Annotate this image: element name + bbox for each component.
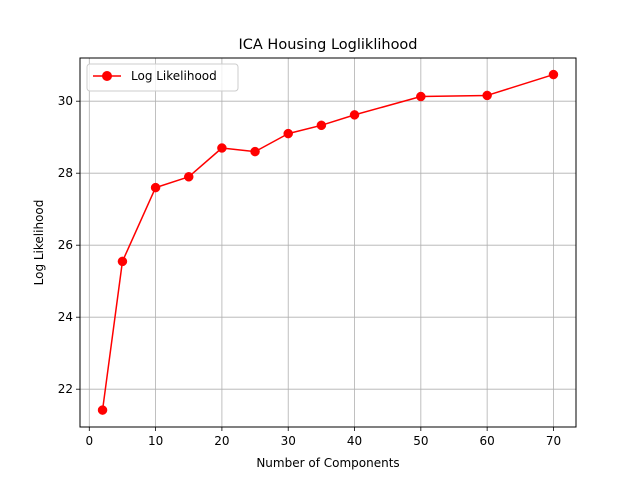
data-point xyxy=(150,182,161,193)
chart-title: ICA Housing Logliklihood xyxy=(238,37,417,53)
series-line xyxy=(101,73,554,411)
data-point xyxy=(416,91,426,102)
data-point xyxy=(349,110,360,120)
x-tick-label: 60 xyxy=(480,434,495,448)
x-tick-label: 70 xyxy=(546,434,561,448)
data-point xyxy=(217,143,227,153)
grid-lines xyxy=(80,58,576,427)
x-tick-label: 40 xyxy=(347,434,362,448)
x-axis-label: Number of Components xyxy=(256,456,399,470)
data-point xyxy=(316,120,327,131)
data-point xyxy=(97,405,108,415)
series-layer xyxy=(97,69,559,415)
data-point xyxy=(250,146,260,157)
legend-box xyxy=(86,63,239,92)
legend-marker-swatch xyxy=(102,71,112,81)
y-tick-label: 30 xyxy=(58,94,73,108)
data-point xyxy=(117,256,128,267)
data-point xyxy=(548,69,559,80)
y-tick-label: 28 xyxy=(58,166,73,180)
x-tick-label: 20 xyxy=(214,434,229,448)
data-point xyxy=(482,90,492,101)
legend: Log Likelihood xyxy=(86,63,239,92)
x-tick-label: 0 xyxy=(85,434,93,448)
x-tick-label: 10 xyxy=(148,434,163,448)
data-point xyxy=(183,172,194,182)
x-tick-label: 50 xyxy=(413,434,428,448)
data-point xyxy=(283,128,293,139)
legend-entry-label: Log Likelihood xyxy=(131,69,217,83)
axis-ticks: 0 10 20 30 40 50 60 70 22 24 26 28 30 xyxy=(58,94,561,448)
x-tick-label: 30 xyxy=(281,434,296,448)
plot-frame xyxy=(79,57,577,428)
y-tick-label: 24 xyxy=(58,310,73,324)
y-tick-label: 22 xyxy=(58,382,73,396)
y-tick-label: 26 xyxy=(58,238,73,252)
y-axis-label: Log Likelihood xyxy=(32,200,46,286)
